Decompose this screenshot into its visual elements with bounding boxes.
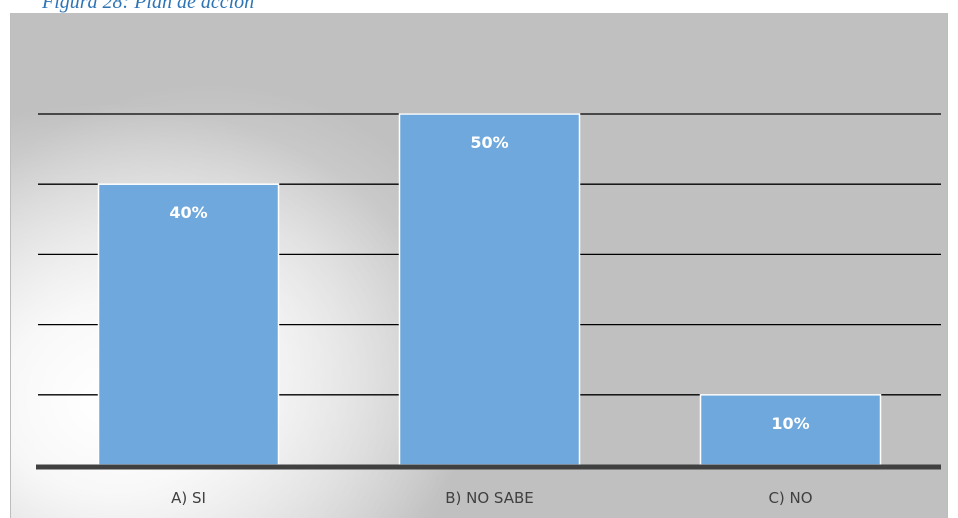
- figure-caption: Figura 28: Plan de acción: [42, 0, 255, 13]
- category-label-2: B) NO SABE: [445, 489, 534, 507]
- bar-2: [398, 113, 581, 466]
- bar-chart: 40% 50% 10% A) SI B) NO SABE C) NO: [36, 113, 941, 507]
- category-label-3: C) NO: [768, 489, 812, 507]
- bar-1: [97, 183, 280, 466]
- chart-area: 40% 50% 10% A) SI B) NO SABE C) NO: [10, 13, 948, 518]
- bars: 40% 50% 10%: [97, 113, 882, 466]
- category-labels: A) SI B) NO SABE C) NO: [171, 489, 812, 507]
- category-label-1: A) SI: [171, 489, 206, 507]
- data-label-2: 50%: [470, 133, 508, 152]
- data-label-1: 40%: [169, 203, 207, 222]
- data-label-3: 10%: [771, 414, 809, 433]
- bar-3: [699, 394, 882, 466]
